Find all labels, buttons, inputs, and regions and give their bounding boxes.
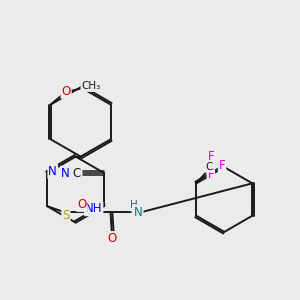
Text: F: F xyxy=(219,159,225,172)
Text: CH₃: CH₃ xyxy=(81,81,101,91)
Text: H: H xyxy=(130,200,137,211)
Text: O: O xyxy=(107,232,116,245)
Text: N: N xyxy=(134,206,142,219)
Text: NH: NH xyxy=(85,202,103,215)
Text: O: O xyxy=(61,85,71,98)
Text: F: F xyxy=(208,150,214,164)
Text: N: N xyxy=(61,167,70,180)
Text: C: C xyxy=(72,167,80,180)
Text: O: O xyxy=(77,198,86,211)
Text: C: C xyxy=(205,162,212,172)
Text: N: N xyxy=(48,165,57,178)
Text: S: S xyxy=(62,208,70,222)
Text: F: F xyxy=(208,168,214,181)
